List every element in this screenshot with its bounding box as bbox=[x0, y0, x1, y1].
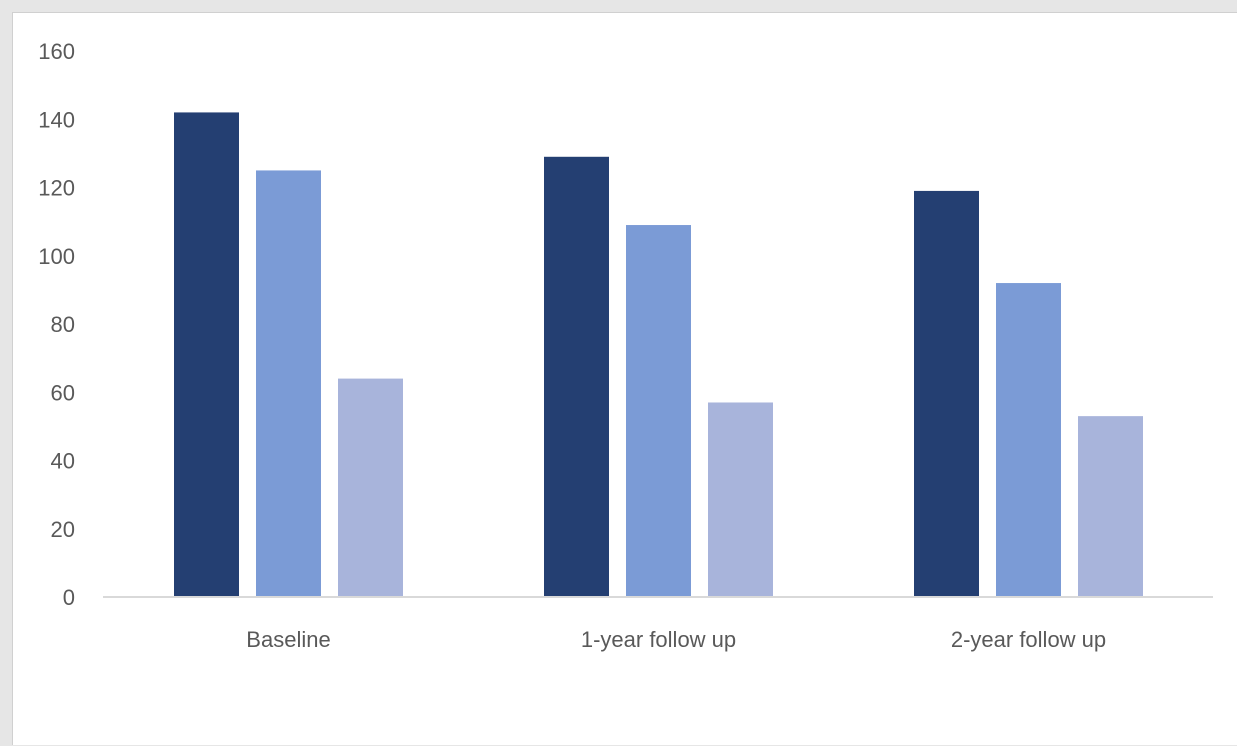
y-tick-label: 60 bbox=[51, 380, 75, 405]
y-tick-label: 20 bbox=[51, 517, 75, 542]
bar-series-1-0 bbox=[174, 112, 239, 598]
bar-series-2-1 bbox=[626, 225, 691, 597]
bar-series-1-2 bbox=[914, 190, 979, 597]
category-labels: Baseline 1-year follow up 2-year follow up bbox=[246, 627, 1106, 652]
y-tick-label: 100 bbox=[38, 244, 75, 269]
bar-series-3-1 bbox=[708, 402, 773, 597]
y-tick-label: 120 bbox=[38, 176, 75, 201]
bars bbox=[174, 112, 1143, 598]
chart-area: 0 20 40 60 80 100 120 140 160 Baseline 1-year fol… bbox=[12, 12, 1237, 745]
y-tick-label: 80 bbox=[51, 312, 75, 337]
y-tick-label: 0 bbox=[63, 585, 75, 610]
y-axis-tick-labels: 0 20 40 60 80 100 120 140 160 bbox=[38, 39, 75, 610]
y-tick-label: 140 bbox=[38, 107, 75, 132]
y-tick-label: 160 bbox=[38, 39, 75, 64]
bar-series-2-2 bbox=[996, 283, 1061, 597]
bar-series-3-0 bbox=[338, 378, 403, 597]
x-category-label: Baseline bbox=[246, 627, 330, 652]
bar-series-3-2 bbox=[1078, 416, 1143, 597]
y-tick-label: 40 bbox=[51, 449, 75, 474]
bar-chart: 0 20 40 60 80 100 120 140 160 Baseline 1-year fol… bbox=[38, 39, 1213, 652]
x-category-label: 1-year follow up bbox=[581, 627, 736, 652]
x-category-label: 2-year follow up bbox=[951, 627, 1106, 652]
bar-series-1-1 bbox=[544, 156, 609, 597]
bar-series-2-0 bbox=[256, 170, 321, 597]
